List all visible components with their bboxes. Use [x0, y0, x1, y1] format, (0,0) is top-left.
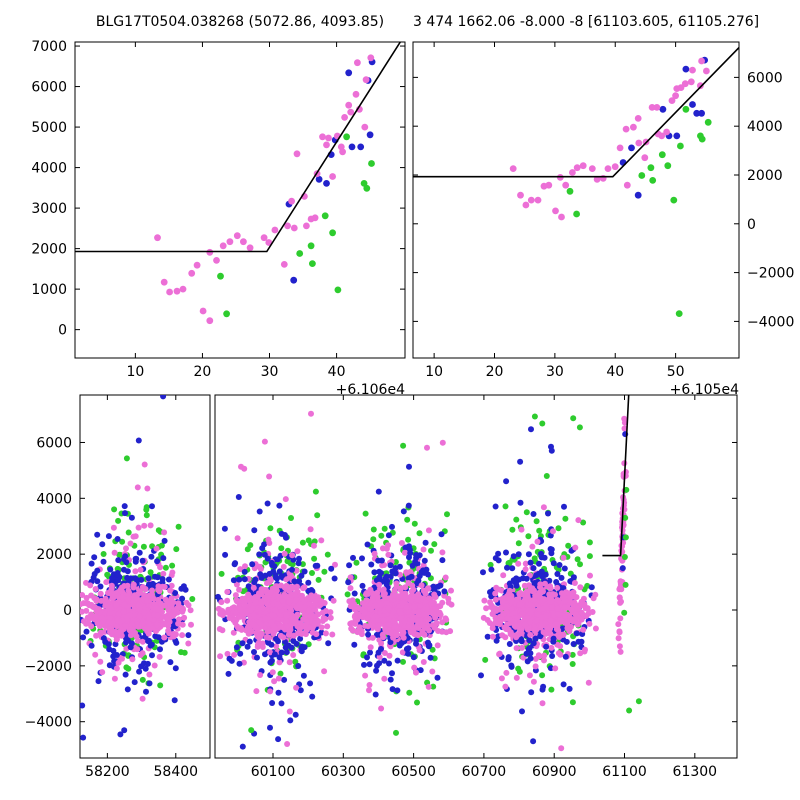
y-tick-label: 0 [747, 217, 756, 233]
y-tick-label: 4000 [31, 161, 67, 177]
model-fit-line [413, 47, 739, 178]
chart-full-lightcurve: 58200 58400 −4000 −2000 0 2000 4000 6000 60100 60… [25, 394, 738, 780]
y-tick-label: 4000 [36, 491, 72, 507]
x-tick-label: 61100 [602, 764, 647, 780]
data-points-layer [80, 395, 642, 752]
data-points-layer [154, 54, 376, 325]
x-tick-label: 58400 [154, 764, 199, 780]
y-tick-label: 2000 [31, 242, 67, 258]
chart-title-right: 3 474 1662.06 -8.000 -8 [61103.605, 6110… [413, 14, 760, 30]
y-tick-label: 6000 [31, 80, 67, 96]
x-tick-label: 20 [194, 364, 212, 380]
x-tick-label: 60100 [251, 764, 296, 780]
y-tick-label: 0 [63, 603, 72, 619]
y-tick-label: 7000 [31, 39, 67, 55]
x-tick-label: 40 [606, 364, 624, 380]
axes-frame [74, 41, 406, 359]
model-fit-line [602, 395, 630, 557]
x-tick-label: 30 [261, 364, 279, 380]
x-tick-label: 60500 [391, 764, 436, 780]
x-tick-label: 60700 [462, 764, 507, 780]
y-tick-label: 4000 [747, 119, 783, 135]
x-tick-label: 10 [425, 364, 443, 380]
y-tick-label: 2000 [36, 547, 72, 563]
x-tick-label: 50 [667, 364, 685, 380]
x-tick-label: 40 [328, 364, 346, 380]
x-tick-label: 58200 [85, 764, 130, 780]
x-offset-label: +6.106e4 [336, 382, 405, 398]
x-tick-label: 20 [486, 364, 504, 380]
y-tick-label: −2000 [747, 266, 794, 282]
axes-frame [412, 41, 740, 359]
chart-event-zoom-right: 10 20 30 40 50 −4000 −2000 0 2000 4000 6000 +6.105e… [412, 41, 794, 398]
data-points-layer [509, 56, 712, 317]
axes-frame [79, 394, 211, 759]
x-tick-label: 60900 [532, 764, 577, 780]
y-tick-label: −4000 [747, 314, 794, 330]
y-tick-label: −2000 [25, 659, 72, 675]
y-tick-label: 2000 [747, 168, 783, 184]
x-offset-label: +6.105e4 [670, 382, 739, 398]
x-tick-label: 60300 [321, 764, 366, 780]
x-tick-label: 30 [546, 364, 564, 380]
y-tick-label: 6000 [747, 70, 783, 86]
y-tick-label: 6000 [36, 435, 72, 451]
model-fit-line [75, 42, 401, 253]
y-tick-label: 0 [58, 323, 67, 339]
x-tick-label: 61300 [673, 764, 718, 780]
y-tick-label: 3000 [31, 201, 67, 217]
y-tick-label: 1000 [31, 282, 67, 298]
y-tick-label: −4000 [25, 715, 72, 731]
axes-frame [214, 394, 738, 759]
x-tick-label: 10 [126, 364, 144, 380]
y-tick-label: 5000 [31, 120, 67, 136]
chart-event-zoom-left: 10 20 30 40 0 1000 2000 3000 4000 5000 6000 7000 +6.… [31, 39, 406, 398]
chart-title-left: BLG17T0504.038268 (5072.86, 4093.85) [95, 14, 385, 30]
